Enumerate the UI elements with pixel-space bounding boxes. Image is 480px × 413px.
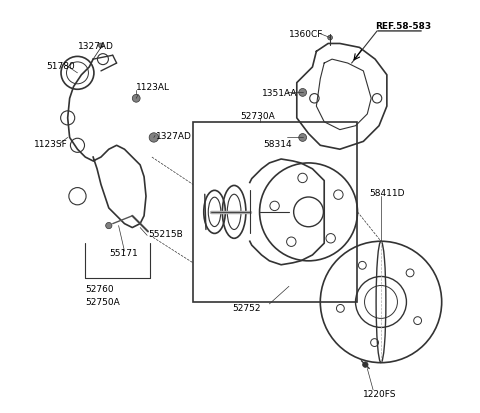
Text: 52750A: 52750A [85, 298, 120, 307]
Text: 58314: 58314 [264, 140, 292, 149]
Circle shape [149, 133, 158, 143]
Text: 55215B: 55215B [148, 229, 183, 238]
Circle shape [132, 95, 140, 103]
Circle shape [299, 134, 307, 142]
Text: 1123AL: 1123AL [136, 83, 170, 92]
Text: REF.58-583: REF.58-583 [375, 22, 431, 31]
Circle shape [299, 89, 307, 97]
Text: 52752: 52752 [232, 304, 261, 313]
Text: 1327AD: 1327AD [156, 132, 192, 141]
Text: 52760: 52760 [85, 284, 114, 293]
Circle shape [362, 362, 368, 368]
Circle shape [106, 223, 112, 229]
Text: 52730A: 52730A [240, 112, 275, 121]
Circle shape [98, 44, 103, 49]
Text: 1360CF: 1360CF [289, 30, 324, 39]
Text: 1351AA: 1351AA [262, 89, 297, 98]
Text: 1123SF: 1123SF [35, 140, 68, 149]
Text: 55171: 55171 [109, 249, 138, 258]
Text: 1327AD: 1327AD [77, 42, 113, 51]
Text: 51780: 51780 [46, 62, 75, 70]
Circle shape [328, 36, 333, 41]
Text: 58411D: 58411D [369, 188, 405, 197]
Bar [193, 123, 358, 302]
Text: 1220FS: 1220FS [363, 389, 397, 399]
